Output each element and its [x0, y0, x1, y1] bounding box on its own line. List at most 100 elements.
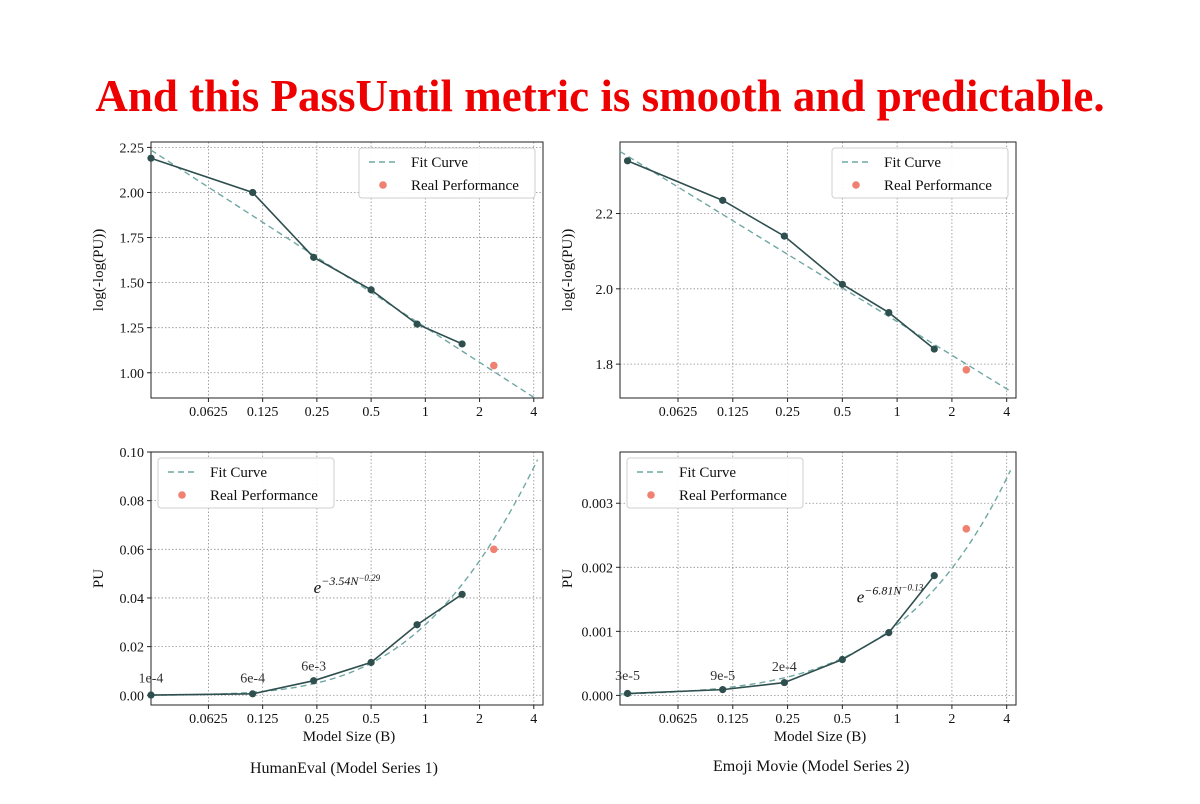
measured-line [627, 575, 935, 695]
legend: Fit Curve Real Performance [831, 147, 1009, 199]
y-tick-label: 0.10 [120, 446, 145, 461]
x-tick-label: 0.0625 [659, 712, 698, 727]
real-performance-point [490, 545, 498, 554]
x-tick-label: 4 [530, 405, 537, 420]
x-tick-label: 4 [1003, 405, 1010, 420]
y-tick-label: 0.002 [582, 561, 614, 576]
y-tick-label: 1.25 [120, 322, 145, 337]
measured-point [885, 308, 893, 317]
point-label: 6e-3 [301, 659, 326, 674]
x-tick-label: 0.25 [305, 405, 330, 420]
point-label: 2e-4 [772, 660, 797, 675]
x-tick-label: 2 [476, 712, 483, 727]
real-performance-point [962, 525, 971, 533]
point-label: 3e-5 [615, 669, 640, 684]
measured-point [780, 232, 788, 240]
measured-point [719, 686, 727, 694]
axes-frame [150, 451, 544, 706]
chart-emoji-log: 0.0625 0.125 0.25 0.5 1 2 4 1.8 2.0 2.2 log(-log(P… [560, 141, 1017, 420]
x-tick-label: 0.5 [834, 405, 852, 420]
x-tick-label: 0.0625 [189, 712, 228, 727]
chart-humaneval-log: 0.0625 0.125 0.25 0.5 1 2 4 1.00 1.25 1.50 1.75 2.0… [91, 141, 544, 420]
y-axis-label: PU [91, 569, 107, 588]
chart-humaneval-pu: 0.0625 0.125 0.25 0.5 1 2 4 0.00 0.02 0.04 0.06 0.0… [91, 446, 544, 745]
axes-frame [619, 141, 1017, 399]
slide-headline: And this PassUntil metric is smooth and … [95, 71, 1105, 121]
legend-fit-label: Fit Curve [210, 465, 267, 481]
measured-point [458, 590, 466, 598]
x-tick-label: 0.0625 [189, 405, 228, 420]
x-tick-label: 0.5 [362, 712, 380, 727]
y-tick-label: 1.50 [120, 277, 145, 292]
measured-point [367, 286, 375, 294]
x-axis-label: Model Size (B) [303, 729, 395, 745]
legend-real-label: Real Performance [411, 178, 519, 194]
x-tick-label: 0.5 [834, 712, 852, 727]
x-tick-label: 0.125 [247, 712, 279, 727]
measured-point [249, 188, 257, 197]
y-tick-label: 2.00 [120, 186, 145, 201]
y-tick-label: 0.000 [582, 689, 614, 704]
fit-formula: e−3.54N−0.29 [314, 573, 381, 597]
y-tick-label: 1.75 [120, 232, 145, 247]
measured-line [150, 593, 463, 696]
axes-frame [150, 141, 544, 399]
y-tick-label: 0.003 [582, 497, 614, 512]
measured-point [147, 154, 155, 162]
measured-point [838, 655, 846, 664]
y-tick-label: 0.06 [120, 543, 145, 558]
measured-point [780, 678, 788, 687]
measured-point [930, 345, 938, 353]
measured-point [838, 280, 846, 288]
y-tick-label: 2.0 [596, 283, 614, 298]
x-tick-label: 0.0625 [659, 405, 698, 420]
y-tick-label: 0.02 [120, 641, 145, 656]
legend-real-label: Real Performance [679, 488, 787, 504]
x-tick-label: 2 [948, 712, 955, 727]
y-axis-label: log(-log(PU)) [560, 229, 576, 312]
x-tick-label: 1 [894, 712, 901, 727]
chart-emoji-pu: 0.0625 0.125 0.25 0.5 1 2 4 0.000 0.001 0.002 0.00… [560, 451, 1017, 745]
x-tick-label: 0.5 [362, 405, 380, 420]
legend-real-swatch [647, 491, 655, 499]
x-tick-label: 1 [894, 405, 901, 420]
y-tick-label: 2.2 [596, 208, 614, 223]
measured-point [367, 658, 375, 667]
legend: Fit Curve Real Performance [358, 147, 536, 199]
point-label: 1e-4 [139, 672, 164, 687]
legend-real-swatch [852, 181, 860, 189]
legend-box [358, 147, 536, 199]
measured-point [413, 621, 421, 629]
measured-point [623, 157, 632, 165]
measured-point [310, 253, 318, 261]
x-tick-label: 0.25 [305, 712, 330, 727]
x-tick-label: 0.125 [247, 405, 279, 420]
legend-real-swatch [379, 181, 387, 189]
legend: Fit Curve Real Performance [157, 457, 335, 509]
point-label: 6e-4 [240, 672, 265, 687]
measured-point [930, 572, 938, 580]
measured-point [719, 196, 727, 204]
y-tick-label: 0.001 [582, 625, 614, 640]
x-tick-label: 0.125 [717, 712, 749, 727]
x-tick-label: 1 [422, 712, 429, 727]
caption-emoji-movie: Emoji Movie (Model Series 2) [713, 758, 910, 775]
measured-line [150, 157, 463, 345]
legend-fit-label: Fit Curve [884, 155, 941, 171]
legend-real-label: Real Performance [210, 488, 318, 504]
y-tick-label: 1.8 [596, 358, 614, 373]
measured-point [623, 689, 632, 698]
legend-fit-label: Fit Curve [411, 155, 468, 171]
x-tick-label: 4 [1003, 712, 1010, 727]
y-tick-label: 2.25 [120, 141, 145, 156]
x-tick-label: 4 [530, 712, 537, 727]
x-tick-label: 1 [422, 405, 429, 420]
legend: Fit Curve Real Performance [626, 457, 804, 509]
x-tick-label: 2 [948, 405, 955, 420]
measured-point [147, 691, 155, 699]
measured-point [249, 690, 257, 698]
legend-box [626, 457, 804, 509]
point-label: 9e-5 [710, 669, 735, 684]
legend-box [157, 457, 335, 509]
